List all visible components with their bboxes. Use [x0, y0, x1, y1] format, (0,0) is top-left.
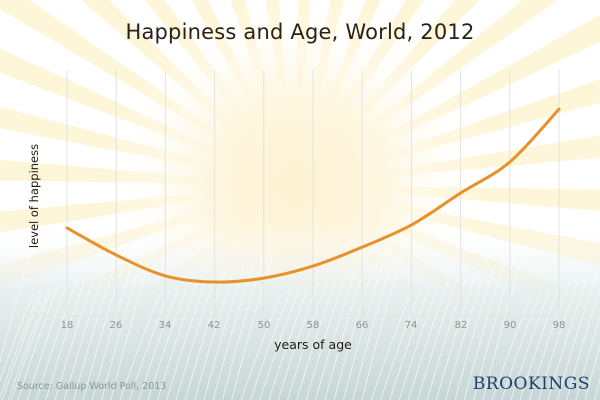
x-tick: 74	[404, 320, 418, 331]
brookings-logo: BROOKINGS	[472, 374, 590, 394]
x-tick: 42	[207, 320, 221, 331]
x-tick: 18	[60, 320, 74, 331]
x-tick: 26	[109, 320, 123, 331]
vertical-gridlines	[66, 70, 560, 316]
x-tick: 34	[158, 320, 172, 331]
y-axis-label: level of happiness	[27, 143, 41, 249]
x-tick: 90	[503, 320, 517, 331]
happiness-curve	[65, 107, 561, 284]
x-axis-label: years of age	[274, 337, 352, 352]
source-note: Source: Gallup World Poll, 2013	[17, 381, 167, 392]
x-tick: 98	[552, 320, 566, 331]
chart-title: Happiness and Age, World, 2012	[125, 20, 475, 44]
x-tick: 58	[306, 320, 320, 331]
x-tick: 66	[355, 320, 369, 331]
x-tick: 82	[454, 320, 468, 331]
x-tick: 50	[257, 320, 271, 331]
